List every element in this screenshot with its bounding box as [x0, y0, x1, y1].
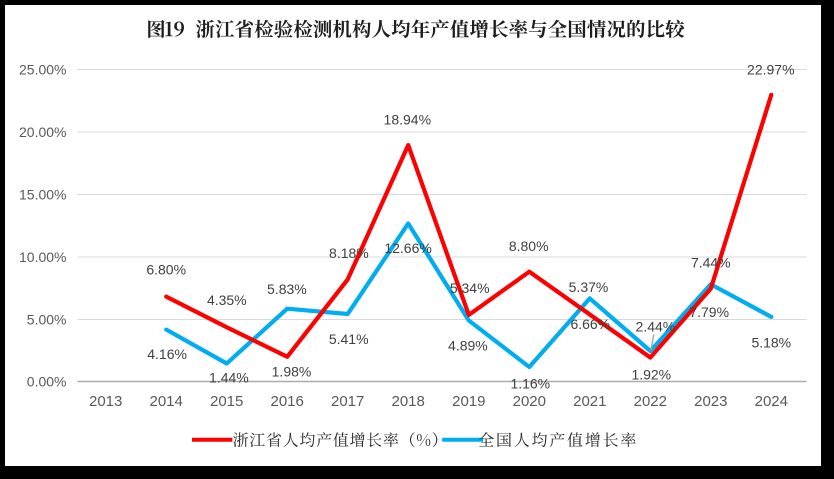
svg-text:1.16%: 1.16% [510, 375, 550, 391]
svg-text:1.44%: 1.44% [209, 370, 249, 386]
svg-text:7.79%: 7.79% [689, 304, 729, 320]
svg-text:1.98%: 1.98% [272, 363, 312, 379]
svg-text:7.44%: 7.44% [691, 255, 731, 271]
svg-text:2022: 2022 [634, 393, 667, 410]
svg-text:2020: 2020 [513, 393, 546, 410]
svg-text:10.00%: 10.00% [19, 249, 66, 265]
svg-text:4.89%: 4.89% [448, 337, 488, 353]
svg-text:25.00%: 25.00% [19, 62, 66, 78]
svg-text:6.80%: 6.80% [146, 261, 186, 277]
svg-text:5.83%: 5.83% [267, 281, 307, 297]
svg-text:18.94%: 18.94% [384, 111, 431, 127]
svg-text:2.44%: 2.44% [636, 318, 676, 334]
svg-text:2013: 2013 [89, 393, 122, 410]
svg-text:2021: 2021 [573, 393, 606, 410]
svg-text:2014: 2014 [150, 393, 183, 410]
svg-text:20.00%: 20.00% [19, 124, 66, 140]
svg-text:2018: 2018 [392, 393, 425, 410]
svg-text:12.66%: 12.66% [384, 240, 431, 256]
svg-text:5.18%: 5.18% [751, 334, 791, 350]
svg-text:2023: 2023 [694, 393, 727, 410]
svg-text:5.00%: 5.00% [27, 312, 67, 328]
svg-text:15.00%: 15.00% [19, 187, 66, 203]
svg-text:4.16%: 4.16% [147, 346, 187, 362]
svg-text:2015: 2015 [210, 393, 243, 410]
svg-text:2016: 2016 [271, 393, 304, 410]
svg-text:5.37%: 5.37% [569, 279, 609, 295]
svg-text:2019: 2019 [452, 393, 485, 410]
svg-text:0.00%: 0.00% [27, 374, 67, 390]
svg-text:1.92%: 1.92% [631, 366, 671, 382]
svg-text:8.80%: 8.80% [509, 238, 549, 254]
svg-text:8.18%: 8.18% [329, 245, 369, 261]
svg-text:2024: 2024 [755, 393, 788, 410]
svg-text:5.41%: 5.41% [329, 331, 369, 347]
svg-text:5.34%: 5.34% [450, 280, 490, 296]
svg-text:4.35%: 4.35% [207, 292, 247, 308]
svg-text:22.97%: 22.97% [747, 62, 794, 78]
svg-text:6.66%: 6.66% [570, 316, 610, 332]
svg-text:2017: 2017 [331, 393, 364, 410]
